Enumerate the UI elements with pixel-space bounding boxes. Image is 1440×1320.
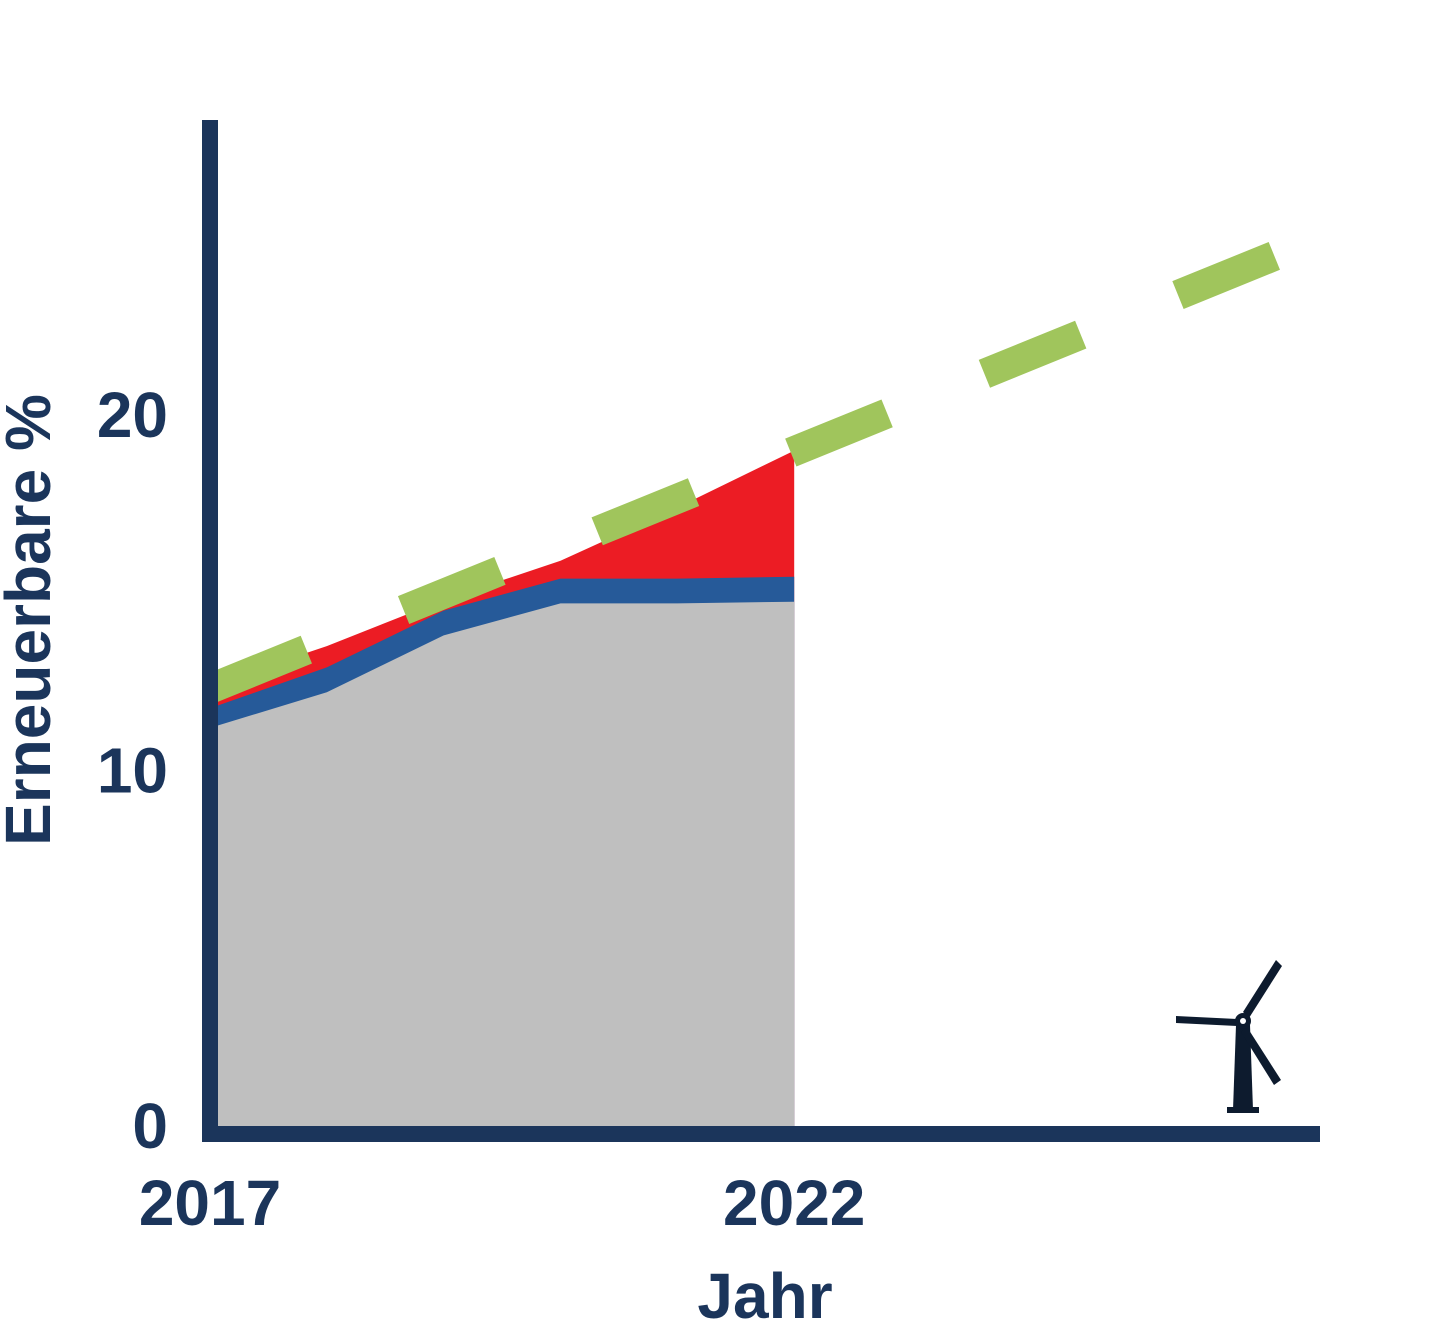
x-tick-labels: 2017 2022 [139,1167,866,1239]
y-tick-labels: 0 10 20 [97,379,168,1162]
y-tick-label: 0 [132,1090,168,1162]
x-tick-label: 2022 [723,1167,865,1239]
y-axis-title: Erneuerbare % [0,394,64,846]
wind-turbine-icon [1176,960,1282,1113]
x-axis-title: Jahr [697,1260,832,1320]
y-tick-label: 20 [97,379,168,451]
stacked-areas [210,450,795,1127]
area-series-1 [210,601,795,1126]
x-tick-label: 2017 [139,1167,281,1239]
y-tick-label: 10 [97,735,168,807]
